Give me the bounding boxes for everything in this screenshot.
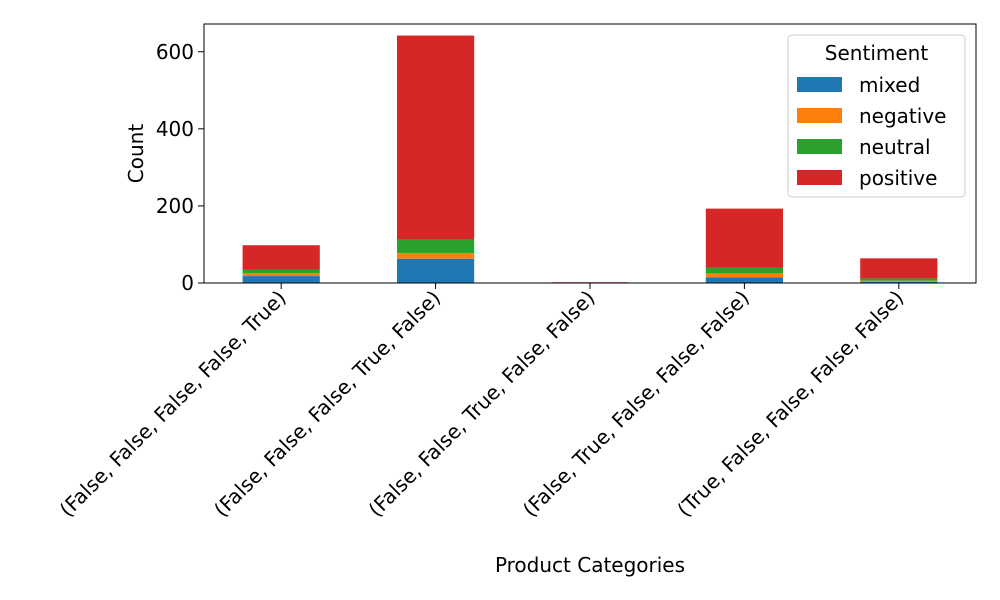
y-tick-label: 0: [181, 271, 194, 295]
legend-box: [787, 34, 966, 198]
legend-label-neutral: neutral: [859, 135, 931, 159]
legend-label-negative: negative: [859, 104, 946, 128]
legend-swatch-negative: [797, 108, 842, 123]
legend-label-mixed: mixed: [859, 73, 920, 97]
bar-segment-negative: [705, 273, 783, 278]
bar-segment-positive: [860, 258, 938, 279]
y-tick-label: 200: [156, 194, 194, 218]
legend-swatch-mixed: [797, 77, 842, 92]
y-tick-label: 600: [156, 40, 194, 64]
bar-segment-positive: [242, 245, 320, 270]
bar-segment-mixed: [397, 258, 475, 283]
bar-segment-neutral: [860, 278, 938, 281]
bar-segment-neutral: [242, 269, 320, 273]
bars-group: [242, 35, 938, 283]
y-axis-label: Count: [124, 124, 148, 184]
legend-label-positive: positive: [859, 166, 937, 190]
x-axis-label: Product Categories: [495, 553, 685, 577]
y-axis-ticks: 0 200 400 600: [156, 40, 204, 295]
legend-title: Sentiment: [825, 41, 929, 65]
legend: Sentiment mixed negative neutral positive: [787, 34, 966, 198]
x-axis-ticks: (False, False, False, False, True)(False…: [55, 283, 908, 522]
bar-segment-mixed: [242, 276, 320, 283]
bar-segment-mixed: [860, 281, 938, 283]
bar-segment-neutral: [705, 267, 783, 274]
bar-segment-negative: [397, 252, 475, 259]
bar-segment-positive: [705, 208, 783, 268]
legend-swatch-neutral: [797, 139, 842, 154]
bar-segment-negative: [242, 272, 320, 277]
bar-segment-positive: [397, 35, 475, 240]
bar-segment-mixed: [705, 277, 783, 283]
y-tick-label: 400: [156, 117, 194, 141]
bar-segment-negative: [860, 280, 938, 282]
bar-segment-neutral: [397, 239, 475, 253]
legend-swatch-positive: [797, 170, 842, 185]
